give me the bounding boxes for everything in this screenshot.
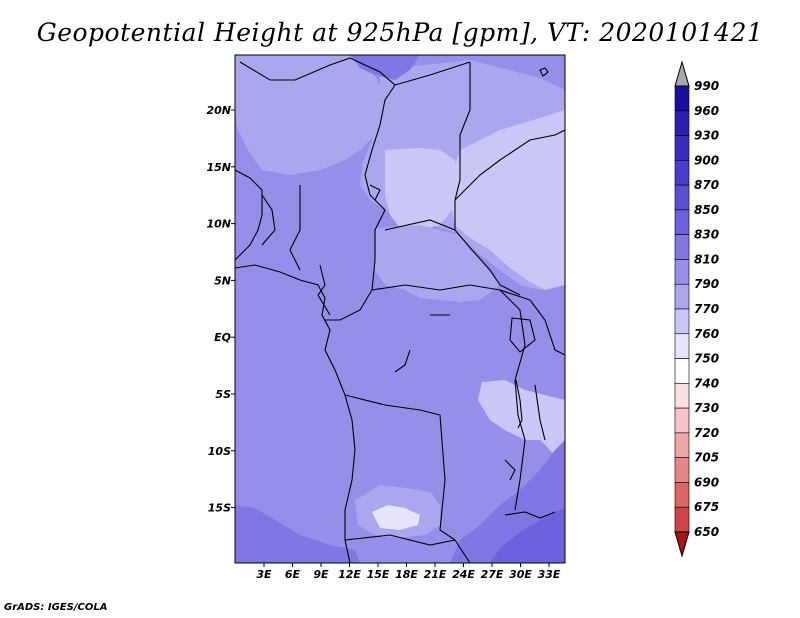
colorbar-swatch: [674, 110, 690, 136]
latitude-axis: 20N 15N 10N 5N EQ 5S 10S 15S: [206, 104, 235, 515]
colorbar-swatch: [674, 135, 690, 161]
longitude-label: 18E: [395, 568, 418, 581]
latitude-label: EQ: [214, 331, 231, 344]
colorbar-level-label: 650: [694, 525, 719, 539]
colorbar-level-label: 830: [694, 228, 719, 242]
coastlines-and-borders: [234, 57, 566, 564]
field-region-dark-north: [350, 55, 420, 80]
field-region-white-eastafrica: [478, 380, 565, 470]
field-region-darkest-southeast: [490, 508, 565, 563]
colorbar-level-label: 960: [694, 104, 719, 118]
colorbar-swatch: [674, 482, 690, 508]
field-region-white-angola: [372, 505, 420, 530]
field-region-white-sudan: [450, 110, 565, 290]
colorbar-swatch: [674, 506, 690, 533]
colorbar-swatch: [674, 407, 690, 434]
longitude-label: 30E: [509, 568, 532, 581]
colorbar-swatch: [674, 283, 690, 310]
latitude-label: 20N: [206, 104, 231, 117]
colorbar-swatch: [674, 160, 690, 186]
longitude-label: 6E: [285, 568, 301, 581]
colorbar-level-label: 850: [694, 203, 719, 217]
colorbar-swatch: [674, 184, 690, 211]
colorbar-swatch: [674, 308, 690, 335]
colorbar-level-label: 760: [694, 327, 719, 341]
colorbar-swatch: [674, 259, 690, 285]
longitude-label: 21E: [424, 568, 447, 581]
field-region-light-sahara: [235, 55, 380, 175]
colorbar-level-label: 730: [694, 401, 719, 415]
map-panel: [234, 54, 566, 564]
colorbar-level-label: 750: [694, 352, 719, 366]
colorbar-swatch: [674, 383, 690, 409]
colorbar: 990 960 930 900 870 850 830 810 790 770 760 750 740 7…: [674, 60, 719, 558]
colorbar-level-label: 770: [694, 302, 719, 316]
longitude-label: 15E: [367, 568, 390, 581]
colorbar-level-label: 790: [694, 277, 719, 291]
colorbar-level-label: 675: [694, 500, 719, 514]
field-region-dark-southwest: [235, 505, 360, 563]
credit-label: GrADS: IGES/COLA: [4, 602, 108, 613]
field-region-light-congo: [375, 225, 500, 302]
colorbar-swatch: [674, 333, 690, 359]
colorbar-swatch: [674, 209, 690, 235]
longitude-axis: 3E 6E 9E 12E 15E 18E 21E 24E 27E 30E 33E: [256, 563, 561, 581]
colorbar-level-label: 810: [694, 252, 719, 266]
field-region-white-chad: [385, 148, 458, 230]
colorbar-swatch: [674, 85, 690, 112]
latitude-label: 5N: [214, 274, 231, 287]
colorbar-level-label: 705: [694, 451, 719, 465]
colorbar-bottom-arrow: [674, 531, 690, 558]
colorbar-level-label: 720: [694, 426, 719, 440]
colorbar-swatch: [674, 234, 690, 260]
latitude-label: 10N: [206, 218, 231, 231]
chart-title: Geopotential Height at 925hPa [gpm], VT:…: [36, 18, 764, 47]
longitude-label: 9E: [313, 568, 329, 581]
longitude-label: 3E: [256, 568, 272, 581]
colorbar-top-arrow: [674, 60, 690, 87]
colorbar-swatch: [674, 432, 690, 458]
colorbar-level-label: 870: [694, 178, 719, 192]
longitude-label: 33E: [538, 568, 561, 581]
colorbar-level-label: 740: [694, 376, 719, 390]
latitude-label: 5S: [215, 388, 231, 401]
longitude-label: 27E: [481, 568, 504, 581]
colorbar-swatch: [674, 457, 690, 483]
colorbar-level-label: 900: [694, 153, 719, 167]
latitude-label: 15N: [206, 161, 231, 174]
colorbar-level-label: 930: [694, 129, 719, 143]
longitude-label: 12E: [338, 568, 361, 581]
colorbar-level-label: 690: [694, 475, 719, 489]
colorbar-level-label: 990: [694, 79, 719, 93]
latitude-label: 15S: [208, 502, 231, 515]
latitude-label: 10S: [208, 445, 231, 458]
map-frame: [234, 54, 566, 564]
longitude-label: 24E: [452, 568, 475, 581]
colorbar-swatch: [674, 358, 690, 384]
